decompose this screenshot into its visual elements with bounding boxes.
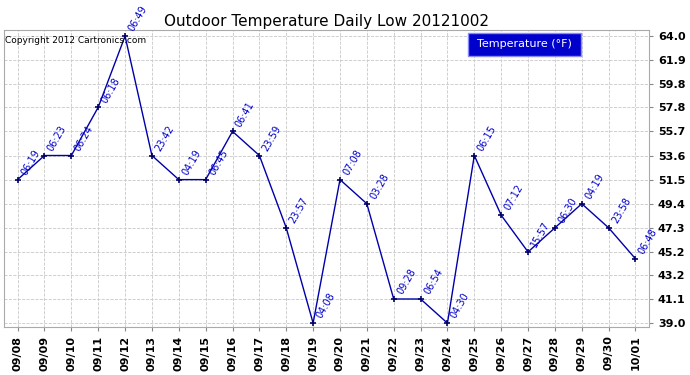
Text: 04:08: 04:08	[315, 291, 337, 320]
Text: 23:58: 23:58	[610, 196, 633, 225]
Text: 23:59: 23:59	[261, 123, 284, 153]
Text: 15:57: 15:57	[529, 220, 552, 249]
Text: 23:57: 23:57	[288, 196, 310, 225]
Text: 06:54: 06:54	[422, 267, 444, 296]
Title: Outdoor Temperature Daily Low 20121002: Outdoor Temperature Daily Low 20121002	[164, 14, 489, 29]
Text: 04:19: 04:19	[180, 148, 203, 177]
Text: 04:30: 04:30	[448, 291, 471, 320]
Text: 06:19: 06:19	[19, 148, 41, 177]
Text: 06:41: 06:41	[234, 100, 257, 129]
Bar	[469, 33, 581, 56]
Text: 07:12: 07:12	[502, 183, 525, 212]
Text: 06:49: 06:49	[126, 4, 149, 33]
Text: 03:28: 03:28	[368, 172, 391, 201]
Text: 06:30: 06:30	[556, 196, 579, 225]
Text: 06:48: 06:48	[637, 227, 660, 256]
Text: 09:28: 09:28	[395, 267, 417, 296]
Text: 06:18: 06:18	[99, 75, 122, 105]
Text: 04:19: 04:19	[583, 172, 606, 201]
Text: 06:23: 06:23	[46, 124, 68, 153]
Text: 06:15: 06:15	[475, 124, 498, 153]
Text: 06:24: 06:24	[72, 124, 95, 153]
Text: Temperature (°F): Temperature (°F)	[477, 39, 572, 50]
Text: Copyright 2012 Cartronics.com: Copyright 2012 Cartronics.com	[5, 36, 146, 45]
Text: 23:42: 23:42	[153, 123, 176, 153]
Text: 07:08: 07:08	[342, 148, 364, 177]
Text: 06:45: 06:45	[207, 148, 230, 177]
